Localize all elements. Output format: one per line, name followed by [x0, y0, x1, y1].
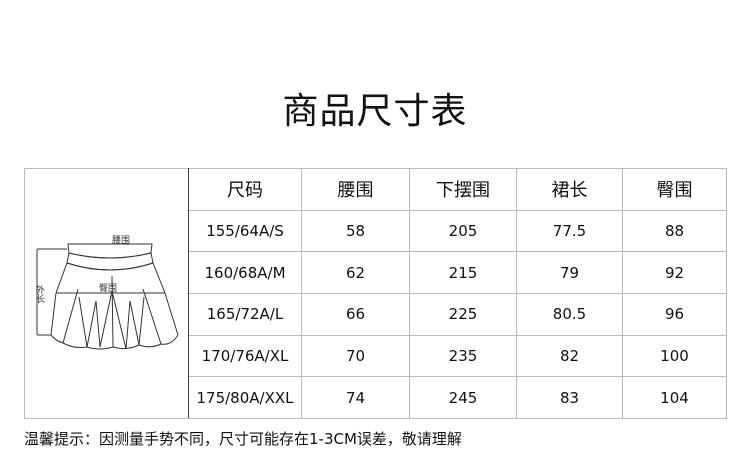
- cell-hip: 92: [622, 251, 727, 294]
- cell-hem: 225: [409, 292, 517, 336]
- cell-length: 80.5: [516, 292, 623, 336]
- cell-size: 160/68A/M: [188, 251, 302, 294]
- header-waist: 腰围: [301, 168, 410, 211]
- measurement-note: 温馨提示：因测量手势不同，尺寸可能存在1-3CM误差，敬请理解: [24, 430, 462, 448]
- cell-hip: 104: [622, 376, 727, 419]
- cell-length: 83: [516, 376, 623, 419]
- cell-hip: 100: [622, 334, 727, 378]
- cell-waist: 62: [301, 251, 410, 294]
- skirt-diagram: 腰围 臀围 外长: [34, 235, 179, 350]
- waist-label: 腰围: [112, 235, 130, 246]
- cell-waist: 74: [301, 376, 410, 419]
- cell-hip: 96: [622, 292, 727, 336]
- table-row: 160/68A/M 62 215 79 92: [25, 251, 727, 294]
- cell-length: 77.5: [516, 209, 623, 253]
- table-header-row: 腰围 臀围 外长 尺码 腰围 下摆围 裙长 臀围: [24, 168, 727, 419]
- header-length: 裙长: [516, 168, 623, 211]
- table-row: 155/64A/S 58 205 77.5 88: [25, 209, 727, 253]
- hip-label: 臀围: [99, 283, 117, 294]
- header-hem: 下摆围: [409, 168, 517, 211]
- cell-waist: 58: [301, 209, 410, 253]
- cell-waist: 70: [301, 334, 410, 378]
- header-size: 尺码: [188, 168, 302, 211]
- cell-hem: 215: [409, 251, 517, 294]
- cell-size: 165/72A/L: [188, 292, 302, 336]
- cell-size: 175/80A/XXL: [188, 376, 302, 419]
- cell-length: 79: [516, 251, 623, 294]
- cell-hem: 235: [409, 334, 517, 378]
- cell-hip: 88: [622, 209, 727, 253]
- table-row: 165/72A/L 66 225 80.5 96: [25, 292, 727, 336]
- size-table: 腰围 臀围 外长 尺码 腰围 下摆围 裙长 臀围 155/64A/S 58 205 7…: [24, 168, 727, 419]
- cell-hem: 205: [409, 209, 517, 253]
- cell-waist: 66: [301, 292, 410, 336]
- table-row: 175/80A/XXL 74 245 83 104: [25, 376, 727, 419]
- skirt-body: [50, 262, 179, 350]
- length-label: 外长: [34, 284, 45, 304]
- cell-hem: 245: [409, 376, 517, 419]
- cell-length: 82: [516, 334, 623, 378]
- header-hip: 臀围: [622, 168, 727, 211]
- cell-size: 155/64A/S: [188, 209, 302, 253]
- skirt-diagram-cell: 腰围 臀围 外长: [24, 168, 189, 419]
- cell-size: 170/76A/XL: [188, 334, 302, 378]
- table-row: 170/76A/XL 70 235 82 100: [25, 334, 727, 378]
- page-title: 商品尺寸表: [282, 91, 468, 132]
